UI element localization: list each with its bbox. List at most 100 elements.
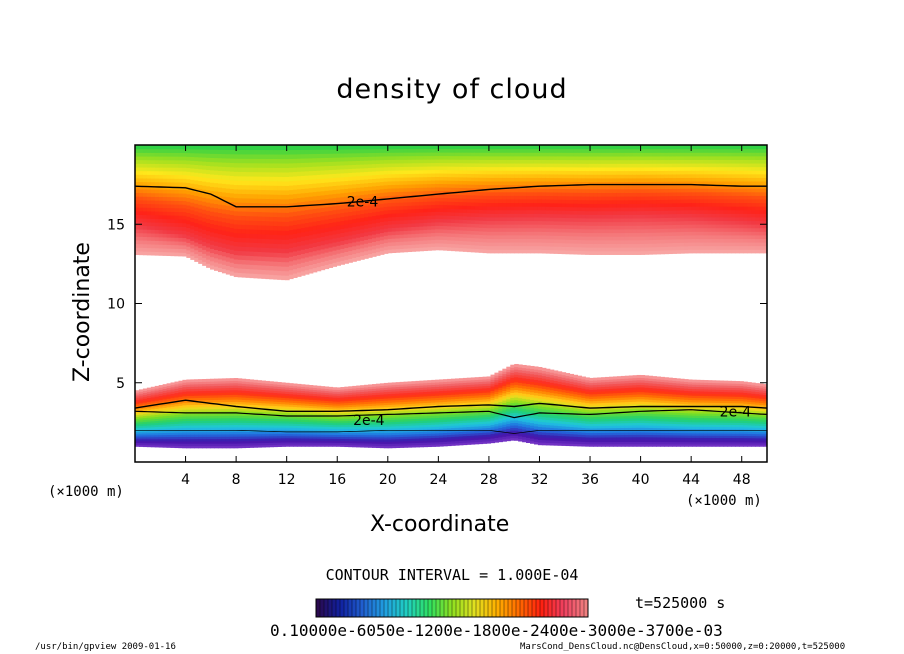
upper-cloud-cell bbox=[699, 152, 705, 157]
upper-cloud-cell bbox=[735, 238, 740, 243]
upper-cloud-cell bbox=[304, 170, 310, 176]
upper-cloud-cell bbox=[514, 177, 519, 182]
upper-cloud-cell bbox=[537, 216, 543, 222]
upper-cloud-cell bbox=[364, 239, 369, 244]
upper-cloud-cell bbox=[731, 202, 736, 207]
upper-cloud-cell bbox=[395, 223, 401, 228]
upper-cloud-cell bbox=[751, 242, 756, 247]
upper-cloud-cell bbox=[217, 199, 223, 205]
upper-cloud-cell bbox=[415, 166, 420, 171]
upper-cloud-cell bbox=[443, 201, 448, 206]
upper-cloud-cell bbox=[194, 230, 199, 235]
upper-cloud-cell bbox=[162, 218, 168, 223]
upper-cloud-cell bbox=[186, 212, 191, 217]
upper-cloud-cell bbox=[640, 250, 646, 255]
upper-cloud-cell bbox=[312, 149, 318, 155]
upper-cloud-cell bbox=[336, 157, 341, 162]
upper-cloud-cell bbox=[150, 163, 156, 168]
upper-cloud-cell bbox=[439, 239, 444, 244]
upper-cloud-cell bbox=[652, 213, 657, 219]
upper-cloud-cell bbox=[458, 247, 464, 252]
upper-cloud-cell bbox=[407, 173, 413, 178]
upper-cloud-cell bbox=[585, 163, 590, 168]
upper-cloud-cell bbox=[233, 197, 239, 203]
upper-cloud-cell bbox=[170, 181, 176, 187]
upper-cloud-cell bbox=[727, 159, 733, 164]
upper-cloud-cell bbox=[411, 219, 417, 224]
upper-cloud-cell bbox=[427, 229, 432, 234]
upper-cloud-cell bbox=[435, 165, 440, 171]
upper-cloud-cell bbox=[451, 183, 456, 188]
upper-cloud-cell bbox=[660, 145, 665, 150]
upper-cloud-cell bbox=[391, 241, 397, 246]
upper-cloud-cell bbox=[585, 185, 590, 190]
upper-cloud-cell bbox=[751, 188, 756, 193]
upper-cloud-cell bbox=[684, 238, 689, 243]
upper-cloud-cell bbox=[541, 202, 547, 207]
upper-cloud-cell bbox=[549, 188, 555, 193]
upper-cloud-cell bbox=[217, 233, 223, 239]
upper-cloud-cell bbox=[372, 230, 377, 235]
upper-cloud-cell bbox=[395, 248, 401, 253]
upper-cloud-cell bbox=[312, 157, 318, 163]
upper-cloud-cell bbox=[245, 219, 251, 225]
upper-cloud-cell bbox=[162, 159, 168, 164]
upper-cloud-cell bbox=[257, 180, 262, 186]
upper-cloud-cell bbox=[494, 198, 499, 204]
upper-cloud-cell bbox=[391, 248, 397, 254]
upper-cloud-cell bbox=[289, 158, 294, 164]
upper-cloud-cell bbox=[277, 149, 282, 155]
upper-cloud-cell bbox=[304, 213, 310, 219]
upper-cloud-cell bbox=[403, 173, 409, 178]
upper-cloud-cell bbox=[581, 177, 586, 182]
upper-cloud-cell bbox=[312, 242, 318, 248]
upper-cloud-cell bbox=[691, 145, 697, 150]
upper-cloud-cell bbox=[245, 171, 251, 177]
upper-cloud-cell bbox=[664, 145, 669, 150]
upper-cloud-cell bbox=[289, 229, 294, 235]
upper-cloud-cell bbox=[526, 191, 531, 196]
upper-cloud-cell bbox=[217, 182, 223, 188]
upper-cloud-cell bbox=[739, 177, 744, 182]
upper-cloud-cell bbox=[332, 165, 338, 170]
upper-cloud-cell bbox=[324, 227, 330, 233]
upper-cloud-cell bbox=[462, 237, 468, 242]
upper-cloud-cell bbox=[462, 159, 468, 164]
upper-cloud-cell bbox=[498, 227, 503, 232]
upper-cloud-cell bbox=[640, 228, 646, 234]
lower-cloud-cell bbox=[146, 423, 152, 426]
upper-cloud-cell bbox=[593, 174, 598, 179]
upper-cloud-cell bbox=[273, 198, 278, 204]
upper-cloud-cell bbox=[695, 170, 701, 175]
upper-cloud-cell bbox=[731, 145, 736, 150]
upper-cloud-cell bbox=[597, 163, 602, 168]
upper-cloud-cell bbox=[486, 188, 492, 193]
upper-cloud-cell bbox=[217, 216, 223, 222]
upper-cloud-cell bbox=[719, 213, 725, 218]
upper-cloud-cell bbox=[285, 207, 290, 213]
upper-cloud-cell bbox=[403, 201, 409, 207]
upper-cloud-cell bbox=[150, 232, 156, 238]
upper-cloud-cell bbox=[597, 228, 602, 234]
upper-cloud-cell bbox=[221, 251, 227, 257]
upper-cloud-cell bbox=[383, 199, 389, 204]
upper-cloud-cell bbox=[431, 200, 436, 206]
upper-cloud-cell bbox=[395, 198, 401, 203]
upper-cloud-cell bbox=[190, 190, 195, 196]
upper-cloud-cell bbox=[368, 219, 373, 225]
upper-cloud-cell bbox=[545, 148, 551, 153]
upper-cloud-cell bbox=[648, 250, 654, 255]
upper-cloud-cell bbox=[206, 210, 211, 215]
upper-cloud-cell bbox=[656, 181, 661, 186]
upper-cloud-cell bbox=[289, 260, 294, 266]
upper-cloud-cell bbox=[589, 228, 594, 234]
upper-cloud-cell bbox=[656, 170, 661, 175]
upper-cloud-cell bbox=[506, 206, 511, 211]
upper-cloud-cell bbox=[731, 249, 736, 254]
upper-cloud-cell bbox=[249, 264, 255, 270]
upper-cloud-cell bbox=[490, 184, 496, 189]
upper-cloud-cell bbox=[427, 148, 432, 153]
upper-cloud-cell bbox=[731, 152, 736, 157]
upper-cloud-cell bbox=[249, 215, 255, 221]
upper-cloud-cell bbox=[210, 231, 215, 237]
